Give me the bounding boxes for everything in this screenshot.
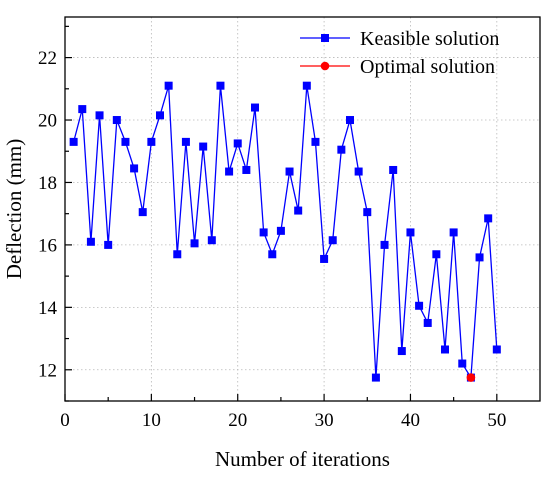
legend-label: Keasible solution xyxy=(360,28,499,50)
data-point xyxy=(389,165,398,174)
x-tick-label: 50 xyxy=(487,410,506,431)
data-point xyxy=(130,164,139,173)
data-point xyxy=(233,139,242,148)
x-tick-label: 0 xyxy=(60,410,70,431)
data-point xyxy=(458,359,467,368)
data-point xyxy=(121,137,130,146)
y-tick-label: 16 xyxy=(38,235,57,256)
legend-item: Optimal solution xyxy=(300,56,495,78)
y-axis-title: Deflection (mm) xyxy=(2,139,26,280)
y-tick-label: 14 xyxy=(38,298,58,319)
series-layer xyxy=(69,81,501,382)
data-point xyxy=(337,145,346,154)
data-point xyxy=(276,226,285,235)
data-point xyxy=(69,137,78,146)
x-tick-label: 10 xyxy=(142,410,161,431)
data-point xyxy=(181,137,190,146)
data-point xyxy=(138,208,147,217)
data-point xyxy=(311,137,320,146)
data-point xyxy=(363,208,372,217)
data-point xyxy=(164,81,173,90)
data-point xyxy=(484,214,493,223)
data-point xyxy=(251,103,259,112)
x-tick-label: 20 xyxy=(228,410,247,431)
data-point xyxy=(371,373,380,382)
series-line xyxy=(73,85,498,380)
data-point xyxy=(268,250,277,259)
data-point xyxy=(294,206,303,215)
data-point xyxy=(346,116,354,125)
series-2 xyxy=(466,373,476,382)
data-point xyxy=(225,167,234,176)
data-point xyxy=(259,228,268,237)
plot-frame xyxy=(64,16,541,402)
y-tick-label: 20 xyxy=(38,111,57,132)
data-point xyxy=(147,137,156,146)
legend-item: Keasible solution xyxy=(300,28,499,50)
data-point xyxy=(104,240,113,249)
data-point xyxy=(449,228,458,237)
data-point xyxy=(199,142,208,151)
series-1 xyxy=(69,81,501,382)
x-axis-title: Number of iterations xyxy=(215,447,390,471)
data-point xyxy=(285,167,294,176)
legend-marker xyxy=(321,34,329,42)
legend-marker xyxy=(320,61,330,71)
data-point xyxy=(432,250,441,259)
data-point xyxy=(78,105,87,114)
data-point xyxy=(423,318,432,327)
data-point xyxy=(328,236,337,245)
data-point xyxy=(406,228,415,237)
data-point xyxy=(397,347,406,356)
data-point xyxy=(86,237,95,246)
data-point xyxy=(95,111,104,120)
grid xyxy=(64,17,540,401)
data-point xyxy=(216,81,225,90)
data-point xyxy=(466,373,476,382)
axis-ticks: 0 10 20 30 40 50 12 14 16 18 20 22 xyxy=(38,25,506,431)
x-tick-label: 40 xyxy=(401,410,420,431)
data-point xyxy=(207,236,216,245)
data-point xyxy=(441,345,449,354)
data-point xyxy=(354,167,363,176)
y-tick-label: 22 xyxy=(38,48,57,69)
data-point xyxy=(475,253,484,262)
data-point xyxy=(156,111,164,120)
data-point xyxy=(173,250,182,259)
data-point xyxy=(492,345,501,354)
legend-label: Optimal solution xyxy=(360,56,495,78)
data-point xyxy=(320,254,329,263)
data-point xyxy=(242,165,251,174)
data-point xyxy=(380,240,389,249)
data-point xyxy=(302,81,311,90)
data-point xyxy=(415,301,424,310)
legend: Keasible solution Optimal solution xyxy=(300,28,499,78)
data-point xyxy=(190,239,199,248)
y-tick-label: 12 xyxy=(38,360,57,381)
x-tick-label: 30 xyxy=(315,410,334,431)
y-tick-label: 18 xyxy=(38,173,57,194)
data-point xyxy=(112,116,121,125)
